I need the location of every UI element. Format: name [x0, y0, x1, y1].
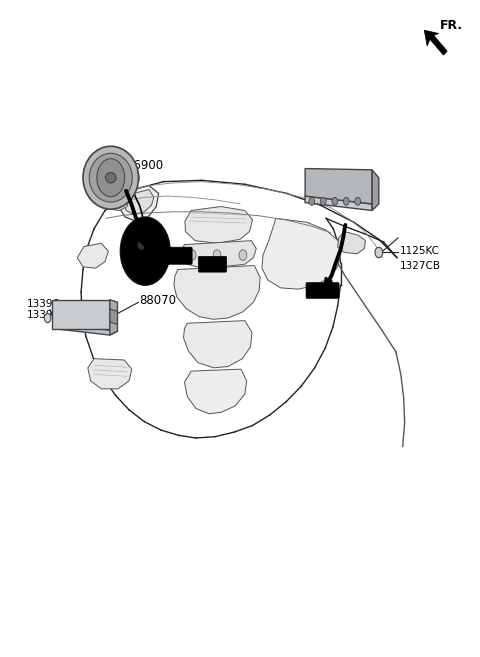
Polygon shape — [183, 321, 252, 368]
FancyBboxPatch shape — [198, 256, 227, 272]
Text: 13396: 13396 — [26, 298, 60, 309]
Circle shape — [239, 250, 247, 260]
Polygon shape — [124, 189, 154, 214]
Circle shape — [120, 217, 170, 285]
FancyBboxPatch shape — [157, 247, 192, 264]
Polygon shape — [52, 325, 118, 335]
Text: 88070: 88070 — [140, 294, 177, 307]
Text: 56900: 56900 — [126, 160, 163, 173]
Text: 1125KC: 1125KC — [399, 246, 439, 256]
Polygon shape — [106, 196, 129, 210]
Circle shape — [332, 197, 337, 205]
Circle shape — [375, 247, 383, 258]
Ellipse shape — [132, 171, 139, 185]
Ellipse shape — [106, 173, 116, 183]
Circle shape — [309, 197, 315, 205]
Circle shape — [213, 250, 221, 260]
Polygon shape — [337, 231, 365, 254]
Polygon shape — [110, 300, 118, 335]
Polygon shape — [305, 169, 372, 204]
Text: 84530: 84530 — [320, 177, 357, 189]
Polygon shape — [180, 240, 256, 267]
Polygon shape — [88, 359, 132, 389]
Polygon shape — [120, 185, 158, 221]
Circle shape — [44, 313, 51, 323]
Polygon shape — [305, 196, 372, 210]
Polygon shape — [262, 218, 340, 289]
Text: 1339CC: 1339CC — [26, 310, 68, 321]
Text: FR.: FR. — [439, 19, 463, 32]
Circle shape — [355, 197, 360, 205]
Text: 1327CB: 1327CB — [399, 261, 440, 271]
Circle shape — [188, 250, 196, 260]
Polygon shape — [77, 243, 108, 268]
Polygon shape — [184, 369, 247, 414]
Ellipse shape — [83, 147, 139, 209]
Polygon shape — [52, 300, 110, 328]
Polygon shape — [424, 30, 447, 55]
Polygon shape — [174, 265, 260, 319]
Polygon shape — [110, 309, 118, 325]
FancyBboxPatch shape — [306, 283, 339, 298]
Ellipse shape — [89, 153, 132, 202]
Polygon shape — [185, 206, 252, 243]
Circle shape — [343, 197, 349, 205]
Polygon shape — [372, 170, 379, 210]
Circle shape — [97, 159, 125, 196]
Circle shape — [321, 197, 326, 205]
Circle shape — [138, 239, 145, 250]
